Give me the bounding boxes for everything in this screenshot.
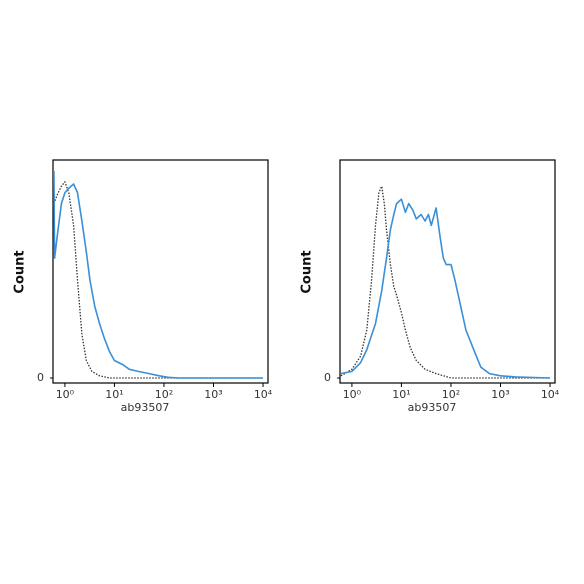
- x-tick-label: 10⁰: [56, 388, 75, 401]
- panel: 10⁰ 10¹ 10² 10³ 10⁴ 0 ab93507 Count: [300, 159, 560, 414]
- histogram-line: [53, 170, 263, 379]
- y-axis-label: Count: [13, 250, 28, 293]
- x-tick-label: 10¹: [392, 388, 410, 401]
- y-axis-label: Count: [300, 250, 315, 293]
- y-tick-label: 0: [324, 371, 331, 384]
- x-tick-label: 10⁴: [541, 388, 560, 401]
- panel: 10⁰ 10¹ 10² 10³ 10⁴ 0 ab93507 Count: [13, 159, 273, 414]
- x-tick-label: 10¹: [105, 388, 123, 401]
- histogram-line: [340, 185, 550, 379]
- histogram-line: [53, 181, 263, 379]
- x-tick-label: 10³: [491, 388, 509, 401]
- x-tick-label: 10⁴: [254, 388, 273, 401]
- x-tick-label: 10²: [442, 388, 460, 401]
- histogram-line: [340, 198, 551, 379]
- x-axis-label: ab93507: [408, 401, 457, 414]
- y-tick-label: 0: [37, 371, 44, 384]
- x-tick-label: 10⁰: [343, 388, 362, 401]
- plot-frame: [339, 159, 556, 384]
- x-tick-label: 10²: [155, 388, 173, 401]
- plot-frame: [52, 159, 269, 384]
- x-axis-label: ab93507: [121, 401, 170, 414]
- x-tick-label: 10³: [204, 388, 222, 401]
